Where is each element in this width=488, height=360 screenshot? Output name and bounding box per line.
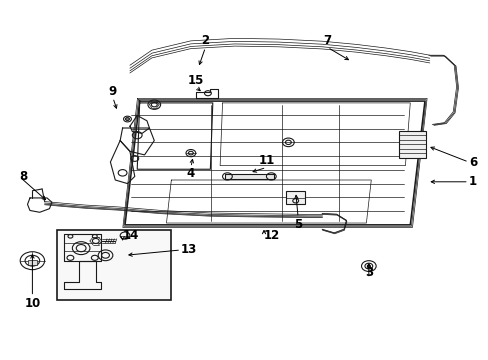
Bar	[224, 174, 273, 179]
Text: 14: 14	[122, 229, 139, 242]
Bar	[399, 131, 425, 158]
Text: 4: 4	[186, 167, 195, 180]
Text: 2: 2	[201, 34, 209, 47]
Bar	[57, 230, 171, 300]
Text: 1: 1	[468, 175, 476, 188]
Bar	[285, 192, 305, 204]
Text: 9: 9	[108, 85, 117, 98]
Text: 11: 11	[258, 154, 274, 167]
Bar	[27, 260, 37, 265]
Text: 12: 12	[264, 229, 280, 242]
Text: 8: 8	[19, 170, 27, 183]
Text: 10: 10	[24, 297, 41, 310]
Text: 7: 7	[323, 34, 331, 47]
Text: 13: 13	[181, 243, 197, 256]
Text: 5: 5	[293, 218, 302, 231]
Text: 15: 15	[187, 74, 203, 87]
Text: 3: 3	[364, 266, 372, 279]
Text: 6: 6	[468, 156, 476, 168]
Circle shape	[366, 265, 369, 267]
Circle shape	[125, 118, 129, 121]
